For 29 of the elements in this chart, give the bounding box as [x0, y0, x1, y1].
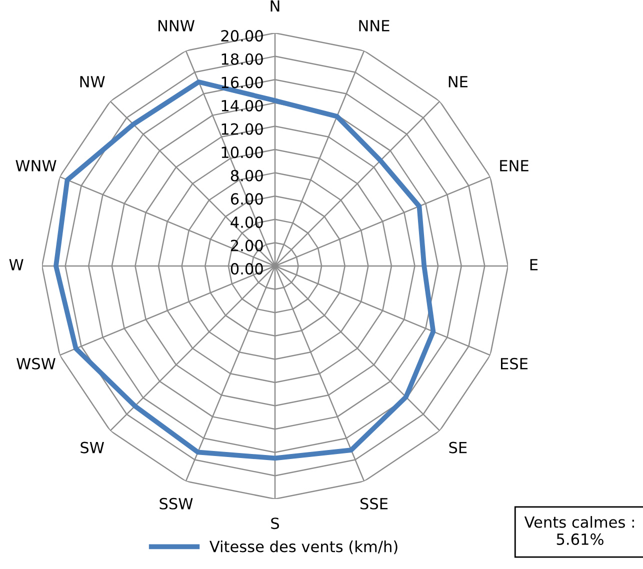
y-tick-label: 4.00: [230, 216, 263, 228]
y-tick-label: 16.00: [222, 76, 263, 88]
spoke-label: N: [270, 0, 280, 12]
y-tick-label: 0.00: [230, 263, 263, 275]
spoke-label: ESE: [501, 358, 528, 370]
spoke-label: SSE: [360, 498, 388, 510]
text: Vents calmes : 5.61%: [524, 516, 634, 545]
y-tick-label: 18.00: [222, 53, 263, 65]
spoke-label: SW: [80, 442, 104, 454]
spoke-label: WNW: [16, 160, 56, 172]
spoke-label: S: [271, 518, 279, 530]
y-tick-label: 14.00: [222, 100, 263, 112]
spoke-label: WSW: [16, 358, 56, 370]
spoke-label: ENE: [500, 160, 528, 172]
spoke-label: E: [530, 259, 538, 270]
spoke-label: NW: [80, 76, 105, 88]
spoke-label: NNW: [158, 20, 194, 32]
spoke-label: NNE: [359, 20, 390, 32]
y-tick-label: 10.00: [222, 146, 263, 158]
y-tick-label: 2.00: [230, 240, 263, 252]
y-tick-label: 6.00: [230, 193, 263, 205]
y-tick-label: 20.00: [221, 30, 263, 42]
legend-label: Vitesse des vents (km/h): [210, 540, 398, 554]
spoke-label: SSW: [160, 498, 193, 510]
spoke-label: NE: [448, 76, 468, 88]
spoke-label: W: [9, 259, 24, 270]
spoke-label: SE: [449, 442, 467, 454]
y-tick-label: 12.00: [222, 123, 263, 135]
y-tick-label: 8.00: [230, 170, 263, 182]
